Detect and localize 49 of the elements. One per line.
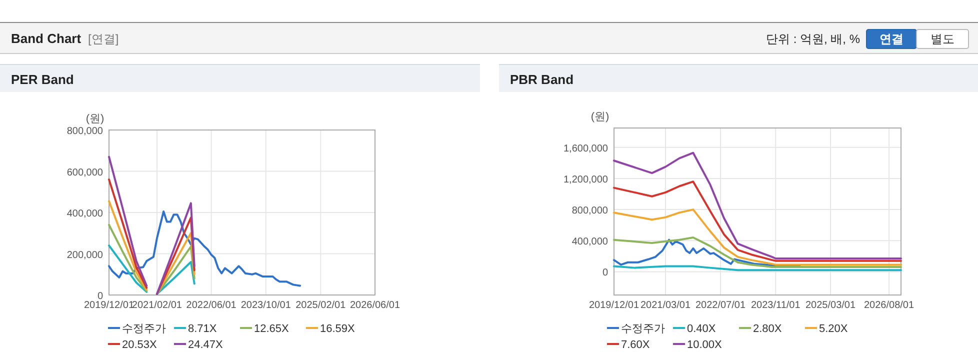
text: 단위 : 억원, 배, %	[766, 32, 860, 46]
x-tick-label: 2026/08/01	[864, 300, 914, 311]
x-tick-label: 2022/06/01	[186, 300, 237, 311]
x-tick-label: 2025/03/01	[805, 300, 856, 311]
line-series	[613, 208, 902, 266]
y-tick-label: 0	[97, 291, 104, 302]
text: 연결	[880, 32, 904, 46]
y-tick-label: 600,000	[66, 167, 104, 178]
y-tick-label: 800,000	[66, 126, 104, 137]
text: 별도	[930, 32, 954, 46]
y-tick-label: 400,000	[572, 236, 608, 248]
legend-label: 수정주가	[621, 323, 665, 335]
text: Band Chart	[11, 31, 82, 46]
legend-label: 7.60X	[621, 339, 650, 351]
legend-label: 2.80X	[753, 323, 782, 335]
legend-label: 20.53X	[122, 339, 158, 351]
line-series	[613, 238, 801, 268]
legend-label: 10.00X	[687, 339, 723, 351]
chart-title: PBR Band	[510, 72, 574, 87]
y-tick-label: 400,000	[66, 208, 104, 220]
y-tick-label: 1,600,000	[564, 143, 608, 154]
x-tick-label: 2023/11/01	[750, 300, 801, 311]
legend-label: 24.47X	[188, 339, 224, 351]
x-tick-label: 2021/02/01	[132, 300, 182, 311]
chart-title: PER Band	[11, 72, 74, 87]
line-series	[613, 180, 902, 262]
text: [연결]	[88, 32, 119, 46]
x-tick-label: 2021/03/01	[640, 300, 691, 311]
y-tick-label: 200,000	[66, 250, 104, 261]
x-tick-label: 2022/07/01	[695, 300, 746, 311]
x-tick-label: 2019/12/01	[588, 300, 640, 311]
line-series	[613, 152, 902, 260]
legend-label: 12.65X	[254, 323, 290, 335]
y-axis-title: (원)	[590, 111, 610, 123]
y-tick-label: 1,200,000	[564, 174, 608, 186]
y-tick-label: 0	[602, 268, 608, 279]
x-tick-label: 2026/06/01	[350, 300, 400, 311]
x-tick-label: 2023/10/01	[240, 300, 292, 311]
legend-label: 0.40X	[687, 323, 716, 335]
y-tick-label: 800,000	[572, 206, 608, 217]
y-axis-title: (원)	[86, 113, 104, 125]
legend-label: 수정주가	[122, 323, 166, 335]
legend-label: 8.71X	[188, 323, 218, 335]
legend-label: 5.20X	[819, 323, 848, 335]
line-series	[108, 210, 302, 287]
legend-label: 16.59X	[320, 323, 356, 335]
x-tick-label: 2019/12/01	[84, 300, 134, 311]
line-series	[613, 236, 902, 268]
x-tick-label: 2025/02/01	[296, 300, 346, 311]
